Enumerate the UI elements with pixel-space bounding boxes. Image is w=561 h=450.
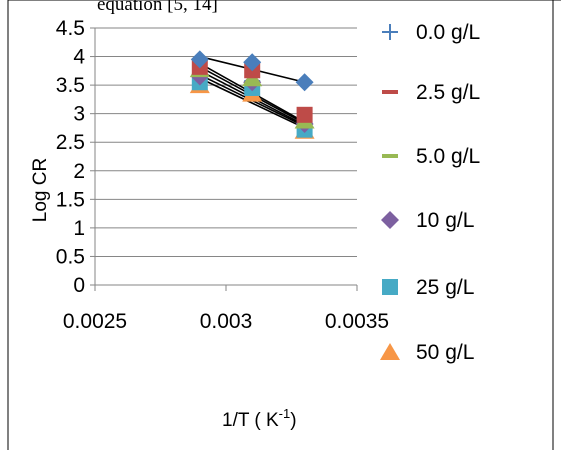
y-tick-label: 4 <box>73 46 85 69</box>
legend-marker <box>382 24 398 40</box>
y-tick-label: 3.5 <box>56 74 85 97</box>
legend-label: 5.0 g/L <box>416 145 480 168</box>
data-point <box>190 50 209 69</box>
legend-marker <box>382 279 398 295</box>
trendline <box>199 77 305 129</box>
legend-label: 10 g/L <box>416 209 474 232</box>
y-tick-label: 4.5 <box>56 17 85 40</box>
axis-titles: Log CR 1/T ( K-1) <box>30 158 297 431</box>
x-axis-title-main: 1/T ( K <box>222 410 279 431</box>
y-tick-label: 2.5 <box>56 131 85 154</box>
y-axis-title: Log CR <box>30 158 51 222</box>
legend-marker <box>380 343 400 360</box>
x-tick-label: 0.0025 <box>63 310 127 333</box>
legend-label: 0.0 g/L <box>416 21 480 44</box>
legend-marker <box>382 154 398 158</box>
axes: 0 0.5 1 1.5 2 2.5 3 3.5 4 4.5 0.0025 0.003 0.0035 <box>56 17 389 333</box>
x-axis-title: 1/T ( K-1) <box>222 406 297 431</box>
top-clipped-text: equation [5, 14] <box>97 0 218 15</box>
data-point <box>296 106 313 123</box>
x-tick-label: 0.0035 <box>325 310 389 333</box>
y-tick-label: 0.5 <box>56 245 85 268</box>
y-tick-label: 2 <box>73 160 85 183</box>
data-point <box>243 53 262 72</box>
y-tick-label: 0 <box>73 274 85 297</box>
legend-label: 50 g/L <box>416 341 474 364</box>
y-tick-label: 1.5 <box>56 188 85 211</box>
legend-marker <box>382 90 398 94</box>
x-tick-label: 0.003 <box>200 310 253 333</box>
legend: 0.0 g/L 2.5 g/L 5.0 g/L 10 g/L 25 g/L 50 g/L <box>380 21 480 364</box>
x-axis-title-sup: -1 <box>279 406 291 421</box>
legend-marker <box>381 211 399 229</box>
y-tick-label: 3 <box>73 103 85 126</box>
legend-label: 25 g/L <box>416 276 474 299</box>
legend-label: 2.5 g/L <box>416 81 480 104</box>
x-axis-title-close: ) <box>290 410 296 431</box>
data-point <box>295 73 314 92</box>
data-markers <box>189 50 315 139</box>
y-tick-label: 1 <box>73 217 85 240</box>
